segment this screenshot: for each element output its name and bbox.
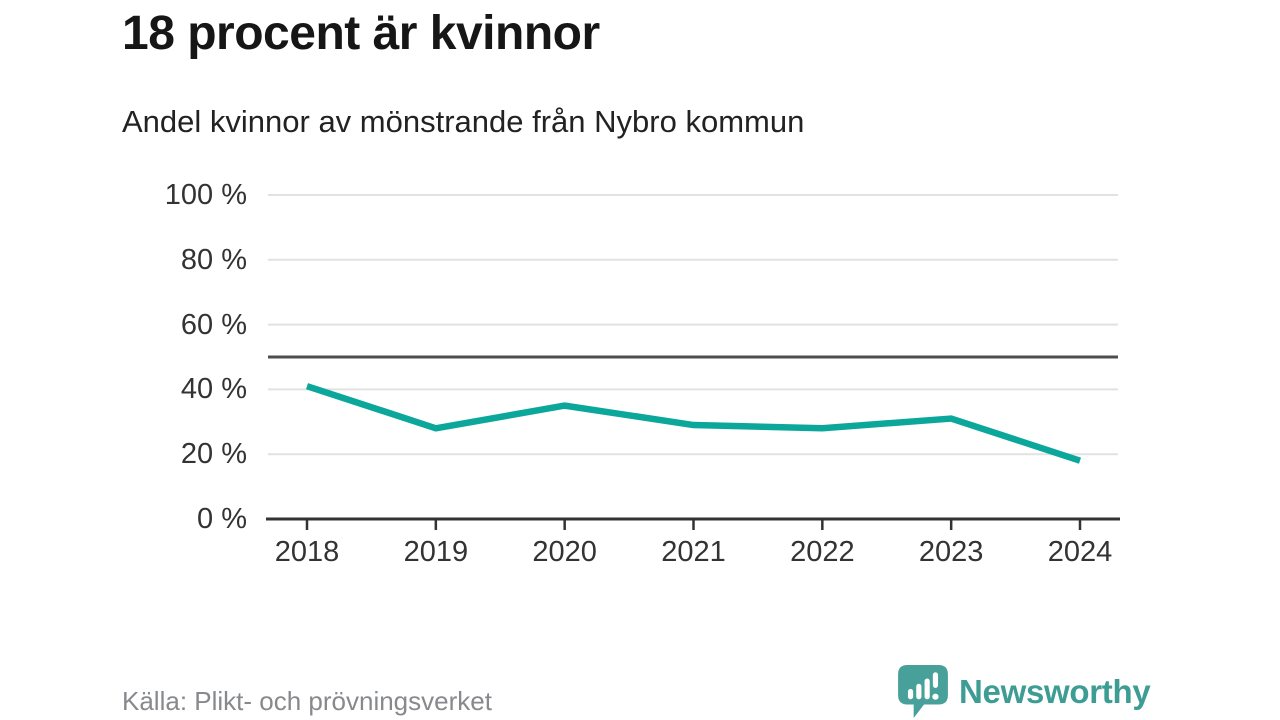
y-axis-tick-label: 100 %	[164, 179, 247, 211]
x-axis-tick-label: 2018	[274, 536, 340, 568]
y-axis-tick-label: 80 %	[180, 243, 247, 276]
x-axis-tick-label: 2019	[403, 536, 469, 568]
x-axis-tick-label: 2020	[532, 536, 597, 568]
newsworthy-brand: Newsworthy	[897, 664, 1151, 719]
y-axis-tick-label: 0 %	[197, 503, 247, 535]
newsworthy-speech-bubble-bar-chart-icon	[898, 665, 948, 718]
y-axis-tick-label: 60 %	[180, 308, 247, 341]
newsworthy-wordmark: Newsworthy	[959, 672, 1151, 710]
x-axis-tick-label: 2023	[918, 536, 984, 568]
source-note: Källa: Plikt- och prövningsverket	[122, 686, 492, 716]
chart-subtitle: Andel kvinnor av mönstrande från Nybro k…	[122, 104, 805, 139]
x-axis-tick-label: 2024	[1047, 536, 1113, 568]
x-axis-tick-label: 2021	[661, 536, 726, 568]
y-axis-tick-label: 20 %	[180, 438, 247, 471]
chart-title: 18 procent är kvinnor	[122, 7, 600, 60]
data-line-andel-kvinnor	[305, 383, 1082, 464]
y-axis-tick-label: 40 %	[180, 373, 247, 406]
x-axis-tick-label: 2022	[790, 536, 855, 568]
